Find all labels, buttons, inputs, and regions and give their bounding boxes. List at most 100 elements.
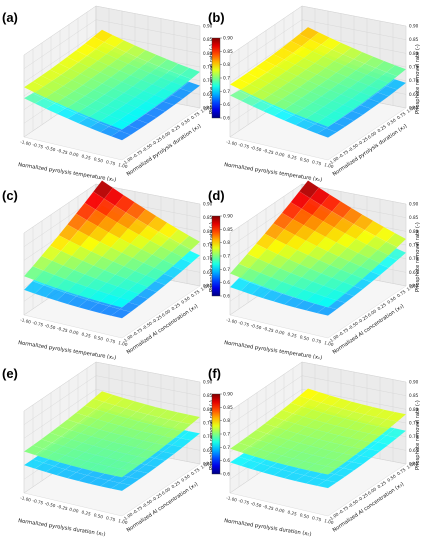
y-tick-label: -0.50 <box>141 142 153 152</box>
y-tick-label: 0.25 <box>377 124 388 134</box>
x-tick-label: -0.50 <box>44 145 56 153</box>
panel-c: -1.00 -0.75 -0.50 -0.25 0.00 0.25 0.50 0.75 1.00… <box>2 180 233 361</box>
surface-patch <box>360 448 381 458</box>
x-tick-label: 0.00 <box>275 151 286 158</box>
x-tick-label: -0.50 <box>250 323 262 331</box>
surface-patch <box>110 482 131 492</box>
z-axis-label: Phosphate removal rate (-) <box>415 222 421 292</box>
x-tick-label: -1.00 <box>226 317 238 325</box>
surface-patch <box>180 414 201 425</box>
z-tick-label: 0.85 <box>203 393 213 398</box>
x-tick-label: 0.50 <box>93 512 104 519</box>
y-tick-label: -1.00 <box>328 333 340 343</box>
x-tick-label: 1.00 <box>118 518 129 525</box>
x-tick-label: -0.25 <box>57 504 69 512</box>
surface-patch <box>136 113 157 124</box>
panel-label: (d) <box>208 188 225 203</box>
z-tick-label: 0.65 <box>203 448 213 453</box>
y-tick-label: -0.50 <box>141 498 153 508</box>
surface-patch <box>360 98 381 109</box>
surface-patch <box>110 297 131 308</box>
z-tick-label: 0.75 <box>203 421 213 426</box>
y-tick-label: 0.75 <box>396 111 407 121</box>
upper-surface <box>23 391 201 478</box>
surface-patch <box>145 458 166 468</box>
x-tick-label: 0.75 <box>106 515 117 522</box>
x-tick-label: 1.00 <box>324 340 335 347</box>
colorbar-tick-label: 0.80 <box>223 240 233 246</box>
x-tick-label: -0.25 <box>263 148 275 156</box>
colorbar-tick-label: 0.85 <box>223 49 233 55</box>
y-tick-label: -0.75 <box>338 149 350 159</box>
y-tick-label: 1.00 <box>200 104 211 114</box>
surface-patch <box>334 116 355 127</box>
x-axis-label: Normalized pyrolysis temperature (x₁) <box>224 340 323 361</box>
x-axis-label: Normalized pyrolysis duration (x₂) <box>224 518 312 538</box>
z-tick-label: 0.85 <box>409 393 419 398</box>
z-axis-label: Phosphate removal rate (-) <box>415 400 421 470</box>
z-tick-label: 0.65 <box>409 448 419 453</box>
z-tick-label: 0.90 <box>409 24 419 29</box>
x-tick-label: -1.00 <box>20 139 32 147</box>
panel-label: (f) <box>208 366 221 381</box>
surface-patch <box>145 94 166 106</box>
z-tick-label: 0.70 <box>409 256 419 261</box>
surface-patch <box>325 474 346 483</box>
z-tick-label: 0.90 <box>203 380 213 385</box>
y-tick-label: 0.00 <box>367 130 378 140</box>
x-tick-label: 1.00 <box>118 340 129 347</box>
surface-patch <box>171 438 192 448</box>
colorbar-tick-label: 0.60 <box>223 472 233 478</box>
y-tick-label: -0.75 <box>338 327 350 337</box>
colorbar-tick-label: 0.80 <box>223 418 233 424</box>
upper-surface <box>229 26 407 127</box>
surface-patch <box>128 119 149 130</box>
surface-patch <box>171 88 192 100</box>
colorbar-tick-label: 0.70 <box>223 267 233 273</box>
x-tick-label: -0.25 <box>263 504 275 512</box>
z-tick-label: 0.85 <box>409 37 419 42</box>
panel-d: -1.00 -0.75 -0.50 -0.25 0.00 0.25 0.50 0.75 1.00… <box>208 180 421 361</box>
surface-patch <box>342 274 363 287</box>
y-tick-label: 0.50 <box>386 473 397 483</box>
y-tick-label: -0.75 <box>338 505 350 515</box>
surface-patch <box>325 110 346 122</box>
colorbar-tick-label: 0.90 <box>223 36 233 42</box>
y-tick-label: 0.25 <box>171 124 182 134</box>
colorbar-tick-label: 0.90 <box>223 392 233 398</box>
x-tick-label: 1.00 <box>118 162 129 169</box>
colorbar-tick-label: 0.70 <box>223 445 233 451</box>
y-tick-label: -0.75 <box>132 149 144 159</box>
x-tick-label: 0.75 <box>312 515 323 522</box>
surface-patch <box>136 101 157 112</box>
colorbar: 0.60 0.65 0.70 0.75 0.80 0.85 0.90 <box>211 214 233 300</box>
surface-patch <box>110 468 131 478</box>
y-tick-label: -1.00 <box>122 511 134 521</box>
y-tick-label: -0.50 <box>347 320 359 330</box>
y-tick-label: 0.50 <box>386 117 397 127</box>
colorbar: 0.60 0.65 0.70 0.75 0.80 0.85 0.90 <box>211 36 233 122</box>
x-tick-label: 0.00 <box>69 507 80 514</box>
x-tick-label: 1.00 <box>324 518 335 525</box>
z-tick-label: 0.75 <box>203 243 213 248</box>
surface-patch <box>342 446 363 456</box>
colorbar-tick-label: 0.65 <box>223 102 233 108</box>
y-tick-label: -0.25 <box>357 136 369 146</box>
upper-surface <box>229 388 407 475</box>
y-tick-label: 0.00 <box>367 486 378 496</box>
surface-patch <box>316 466 337 475</box>
surface-patch <box>334 281 355 294</box>
y-tick-label: 0.25 <box>377 302 388 312</box>
x-axis-label: Normalized pyrolysis temperature (x₁) <box>18 162 117 183</box>
y-tick-label: -0.25 <box>151 492 163 502</box>
z-tick-label: 0.60 <box>409 284 419 289</box>
y-tick-label: 1.00 <box>200 460 211 470</box>
surface-patch <box>360 85 381 97</box>
x-tick-label: -0.25 <box>57 326 69 334</box>
y-tick-label: 1.00 <box>406 460 417 470</box>
x-tick-label: 0.50 <box>299 156 310 163</box>
x-tick-label: -0.50 <box>44 323 56 331</box>
z-tick-label: 0.70 <box>203 78 213 83</box>
x-tick-label: -0.50 <box>250 501 262 509</box>
y-tick-label: -0.75 <box>132 505 144 515</box>
